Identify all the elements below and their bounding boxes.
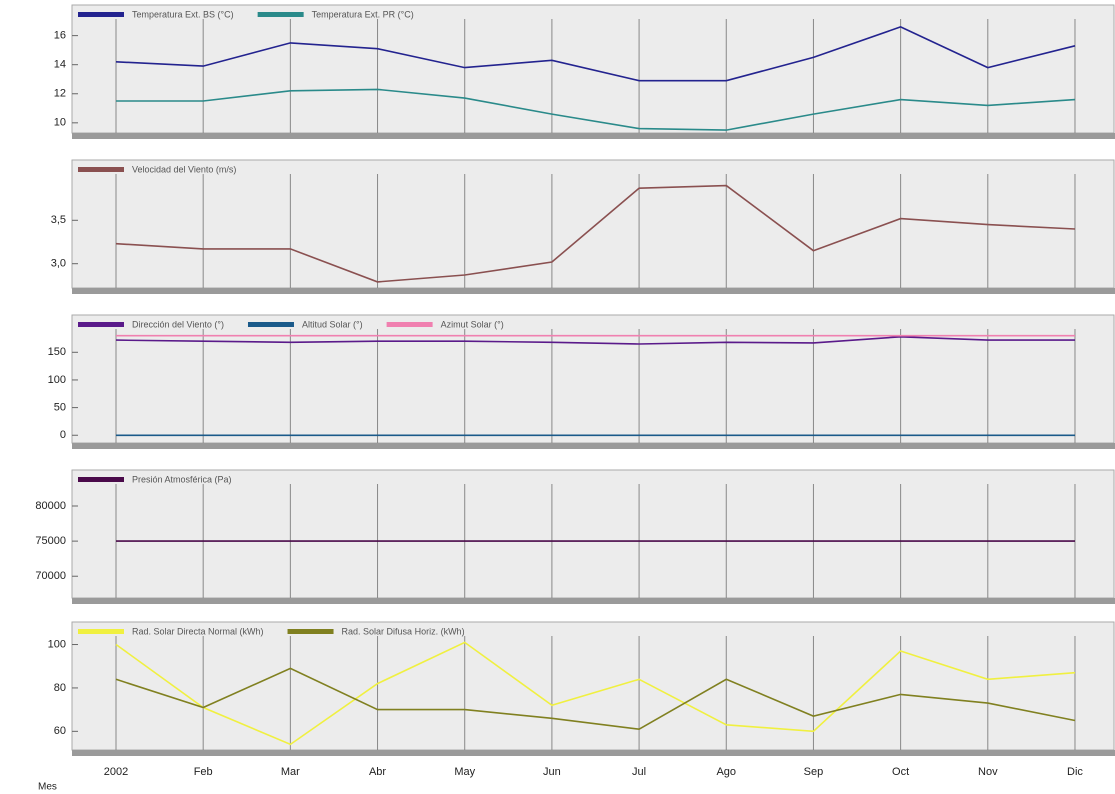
x-tick-label: Feb [194,766,213,778]
y-tick-label: 80000 [35,500,66,512]
y-tick-label: 80 [54,682,66,694]
x-tick-label: Dic [1067,766,1083,778]
legend-label: Velocidad del Viento (m/s) [132,164,236,174]
y-tick-label: 0 [60,429,66,441]
x-tick-label: Ago [716,766,736,778]
panel-base [72,443,1115,449]
legend-swatch [247,322,294,327]
panel-base [72,288,1115,294]
y-tick-label: 100 [48,638,66,650]
x-tick-label: Sep [804,766,824,778]
x-tick-label: Oct [892,766,909,778]
legend-swatch [78,167,124,172]
x-tick-label: Jul [632,766,646,778]
panel [71,4,1115,134]
legend-swatch [78,12,124,17]
line-series [116,88,1076,131]
legend-swatch [257,12,304,17]
y-tick-label: 60 [54,725,66,737]
legend-label: Temperatura Ext. PR (°C) [312,9,414,19]
legend-swatch [78,629,124,634]
panel [71,469,1115,599]
y-tick-label: 14 [54,59,66,71]
y-tick-label: 50 [54,402,66,414]
x-tick-label: Mar [281,766,300,778]
panel-base [72,750,1115,756]
panel [71,159,1115,289]
x-tick-label: 2002 [104,766,128,778]
legend-label: Presión Atmosférica (Pa) [132,474,232,484]
legend-swatch [78,477,124,482]
x-tick-label: May [454,766,475,778]
x-axis-label: Mes [38,782,57,793]
y-tick-label: 150 [48,346,66,358]
legend-label: Altitud Solar (°) [302,319,363,329]
x-tick-label: Abr [369,766,386,778]
y-tick-label: 16 [54,30,66,42]
line-series [115,184,1076,283]
y-tick-label: 3,5 [51,214,66,226]
x-tick-label: Nov [978,766,998,778]
legend-label: Dirección del Viento (°) [132,319,224,329]
line-series [115,335,1075,345]
y-tick-label: 3,0 [51,258,66,270]
legend-label: Temperatura Ext. BS (°C) [132,9,234,19]
legend-label: Rad. Solar Directa Normal (kWh) [132,626,264,636]
y-tick-label: 100 [48,374,66,386]
y-tick-label: 70000 [35,570,66,582]
legend-swatch [386,322,433,327]
legend-swatch [78,322,124,327]
panel-base [72,598,1115,604]
line-series [115,26,1076,82]
line-series [115,667,1076,731]
y-tick-label: 12 [54,88,66,100]
y-tick-label: 75000 [35,535,66,547]
line-series [115,641,1076,746]
legend-label: Rad. Solar Difusa Horiz. (kWh) [342,626,465,636]
panel-base [72,133,1115,139]
legend-swatch [287,629,334,634]
x-tick-label: Jun [543,766,561,778]
panel [71,621,1115,751]
panel [71,314,1115,444]
legend-label: Azimut Solar (°) [441,319,504,329]
y-tick-label: 10 [54,117,66,129]
